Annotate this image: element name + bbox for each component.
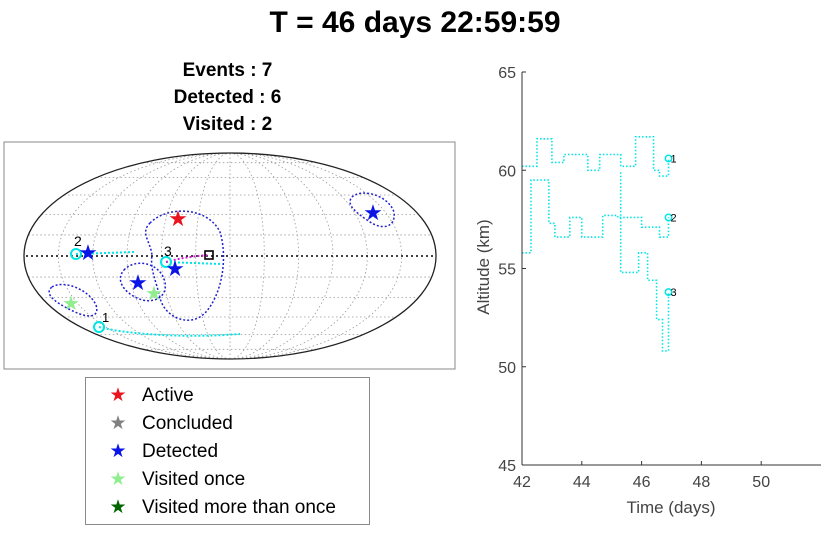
- series-label-3: 3: [671, 287, 677, 299]
- series-end-marker-2: [664, 213, 673, 222]
- map-panel: 1 2 3 ★ ★ ★ ★ ★ ★ ★: [3, 141, 456, 370]
- x-axis-label: Time (days): [626, 498, 715, 517]
- star-icon: ★: [109, 497, 127, 518]
- map-outline: [23, 152, 437, 360]
- legend-label: Active: [142, 384, 194, 406]
- series-end-marker-3: [664, 288, 673, 297]
- track-path: [165, 261, 221, 265]
- region-outline: [48, 283, 98, 317]
- y-tick-label: 60: [498, 163, 516, 180]
- star-icon: ★: [109, 441, 127, 462]
- event-star-detected: ★: [165, 256, 185, 281]
- track-head-marker: [93, 321, 105, 333]
- series-end-marker-1: [664, 154, 673, 163]
- series-label-2: 2: [671, 212, 677, 224]
- event-star-detected: ★: [78, 240, 98, 265]
- track-path: [75, 251, 136, 255]
- legend-item-detected: ★ Detected: [86, 438, 218, 465]
- star-icon: ★: [109, 469, 127, 490]
- track-label-2: 2: [74, 233, 82, 249]
- x-tick-label: 50: [752, 474, 770, 491]
- planned-path: [165, 254, 210, 263]
- y-tick-label: 45: [498, 458, 516, 475]
- event-star-visited-once: ★: [62, 293, 80, 315]
- track-head-marker: [70, 248, 82, 260]
- track-head-marker: [160, 256, 172, 268]
- y-tick-label: 55: [498, 262, 516, 279]
- page-title: T = 46 days 22:59:59: [269, 6, 561, 39]
- legend-label: Visited more than once: [142, 496, 336, 518]
- event-star-detected: ★: [128, 270, 148, 295]
- region-outline: [119, 262, 167, 302]
- legend-label: Detected: [142, 440, 219, 462]
- graticule-meridian: [229, 153, 300, 359]
- current-position-marker: [204, 250, 214, 260]
- series-label-1: 1: [671, 153, 677, 165]
- legend-item-visited-once: ★ Visited once: [86, 466, 245, 493]
- y-tick-label: 50: [498, 360, 516, 377]
- events-count: Events : 7: [182, 60, 273, 81]
- x-tick-label: 44: [573, 474, 591, 491]
- series-line-2: [522, 179, 670, 254]
- event-star-visited-once: ★: [145, 283, 163, 305]
- series-line-1: [522, 136, 670, 177]
- track-label-3: 3: [164, 243, 172, 259]
- detected-count: Detected : 6: [173, 87, 282, 108]
- visited-count: Visited : 2: [182, 114, 273, 135]
- event-star-detected: ★: [363, 200, 383, 225]
- legend-label: Concluded: [142, 412, 233, 434]
- altitude-chart: 1 2 3 45 50 55 60 65 42 44 46 48 50 Altitude (km) T…: [474, 65, 821, 517]
- track-label-1: 1: [102, 310, 109, 325]
- series-line-3: [619, 172, 670, 352]
- legend-item-concluded: ★ Concluded: [86, 410, 233, 437]
- y-axis-label: Altitude (km): [474, 219, 493, 314]
- x-tick-label: 46: [633, 474, 651, 491]
- star-icon: ★: [109, 385, 127, 406]
- star-icon: ★: [109, 413, 127, 434]
- graticule-meridian: [229, 153, 368, 359]
- x-tick-label: 42: [513, 474, 531, 491]
- x-tick-label: 48: [693, 474, 711, 491]
- legend-label: Visited once: [142, 468, 246, 490]
- legend-item-visited-more: ★ Visited more than once: [86, 494, 336, 521]
- map-frame: [3, 141, 456, 370]
- legend: ★ Active ★ Concluded ★ Detected ★ Visite…: [85, 377, 370, 525]
- track-path: [98, 326, 241, 337]
- legend-item-active: ★ Active: [86, 382, 194, 409]
- event-star-active: ★: [168, 206, 188, 231]
- plot-area: [522, 72, 821, 465]
- y-tick-label: 65: [498, 65, 516, 82]
- region-outline: [144, 210, 225, 321]
